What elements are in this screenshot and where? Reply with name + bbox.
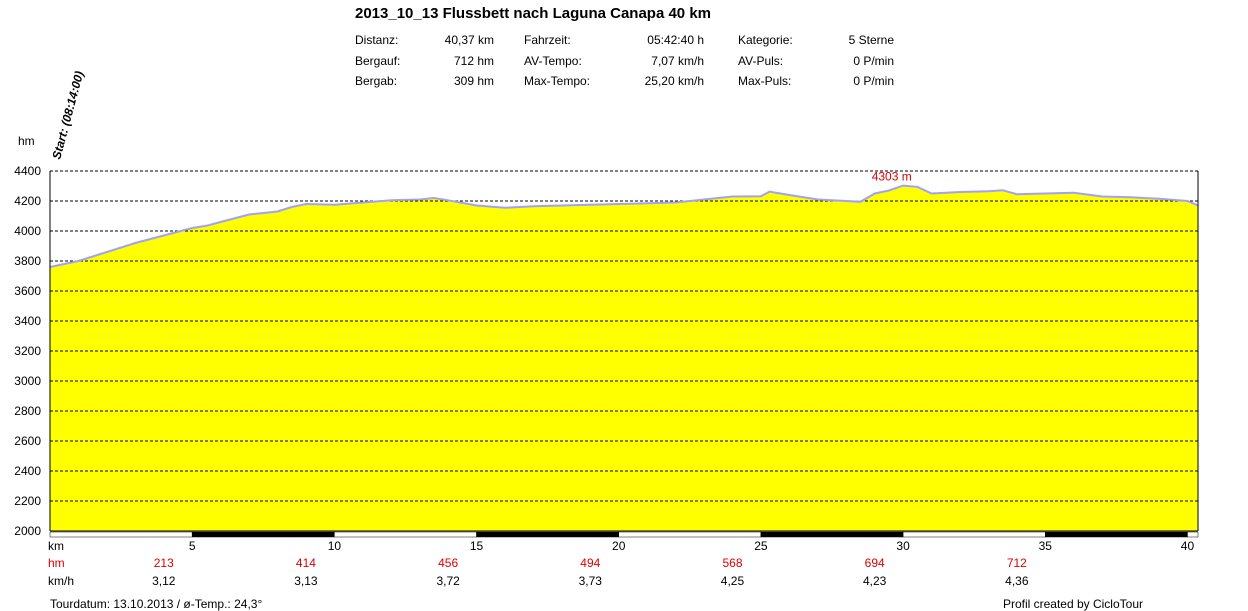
- y-tick-label-3200: 3200: [14, 344, 41, 358]
- stat-value-kategorie: 5 Sterne: [848, 33, 894, 47]
- stat-value-av-tempo: 7,07 km/h: [651, 53, 704, 68]
- x-tick-label-25: 25: [754, 539, 768, 553]
- stat-label-distanz: Distanz:: [355, 33, 399, 47]
- footer-tour-info: Tourdatum: 13.10.2013 / ø-Temp.: 24,3°: [50, 597, 263, 611]
- y-tick-label-2000: 2000: [14, 524, 41, 538]
- kmh-value-1: 3,13: [294, 574, 318, 588]
- y-tick-label-2400: 2400: [14, 464, 41, 478]
- stat-value-max-puls: 0 P/min: [853, 74, 894, 88]
- stats-col1-values: 40,37 km 712 hm 309 hm: [424, 30, 494, 92]
- scale-segment-6: [902, 531, 1046, 538]
- stat-value-fahrzeit: 05:42:40 h: [647, 33, 704, 47]
- y-tick-label-4200: 4200: [14, 194, 41, 208]
- x-tick-label-30: 30: [896, 539, 910, 553]
- scale-segment-4: [618, 531, 762, 538]
- y-tick-label-4000: 4000: [14, 224, 41, 238]
- scale-segment-1: [191, 531, 335, 538]
- hm-value-4: 568: [722, 556, 742, 570]
- x-tick-label-15: 15: [470, 539, 484, 553]
- y-tick-label-2600: 2600: [14, 434, 41, 448]
- kmh-value-3: 3,73: [579, 574, 603, 588]
- max-elevation-label: 4303 m: [872, 170, 912, 184]
- scale-segment-5: [760, 531, 904, 538]
- y-axis-label: hm: [18, 134, 35, 148]
- stats-col1-labels: Distanz: Bergauf: Bergab:: [355, 30, 400, 92]
- x-tick-label-5: 5: [189, 539, 196, 553]
- elevation-area: [50, 185, 1198, 531]
- start-label: Start: (08:14:00): [49, 70, 86, 161]
- stats-col3-values: 5 Sterne 0 P/min 0 P/min: [800, 30, 894, 92]
- hm-value-6: 712: [1007, 556, 1027, 570]
- scale-segment-8: [1187, 531, 1199, 538]
- kmh-value-2: 3,72: [436, 574, 460, 588]
- scale-segment-2: [334, 531, 477, 538]
- x-tick-label-35: 35: [1039, 539, 1053, 553]
- scale-segment-0: [49, 531, 193, 538]
- elevation-line: [49, 184, 1199, 268]
- stat-label-av-tempo: AV-Tempo:: [524, 53, 582, 68]
- hm-row-label: hm: [48, 556, 65, 570]
- stat-value-bergauf: 712 hm: [453, 53, 494, 68]
- hm-value-0: 213: [154, 556, 174, 570]
- stat-label-max-puls: Max-Puls:: [738, 74, 792, 88]
- stat-value-bergab: 309 hm: [453, 74, 494, 88]
- y-tick-label-4400: 4400: [14, 164, 41, 178]
- kmh-row-label: km/h: [48, 574, 74, 588]
- x-tick-label-10: 10: [328, 539, 342, 553]
- stats-col2-labels: Fahrzeit: AV-Tempo: Max-Tempo:: [524, 30, 590, 92]
- y-tick-label-2200: 2200: [14, 494, 41, 508]
- stats-col3-labels: Kategorie: AV-Puls: Max-Puls:: [738, 30, 793, 92]
- stat-label-av-puls: AV-Puls:: [738, 53, 784, 68]
- stat-label-kategorie: Kategorie:: [738, 33, 793, 47]
- hm-value-3: 494: [580, 556, 600, 570]
- x-tick-label-40: 40: [1181, 539, 1195, 553]
- kmh-value-4: 4,25: [721, 574, 745, 588]
- y-tick-label-3000: 3000: [14, 374, 41, 388]
- stat-value-distanz: 40,37 km: [444, 33, 494, 47]
- hm-value-1: 414: [296, 556, 316, 570]
- footer-credit: Profil created by CicloTour: [1002, 597, 1143, 611]
- y-tick-label-3600: 3600: [14, 284, 41, 298]
- kmh-value-5: 4,23: [863, 574, 887, 588]
- scale-segment-3: [476, 531, 619, 538]
- x-tick-label-20: 20: [612, 539, 626, 553]
- kmh-value-0: 3,12: [152, 574, 176, 588]
- y-tick-label-3400: 3400: [14, 314, 41, 328]
- stat-label-bergab: Bergab:: [355, 74, 398, 88]
- chart-title: 2013_10_13 Flussbett nach Laguna Canapa …: [355, 5, 711, 22]
- km-row-label: km: [48, 539, 64, 553]
- stat-value-av-puls: 0 P/min: [853, 53, 894, 68]
- y-tick-label-2800: 2800: [14, 404, 41, 418]
- kmh-value-6: 4,36: [1005, 574, 1029, 588]
- stats-col2-values: 05:42:40 h 7,07 km/h 25,20 km/h: [594, 30, 704, 92]
- scale-segment-7: [1045, 531, 1188, 538]
- stat-value-max-tempo: 25,20 km/h: [644, 74, 704, 88]
- hm-value-5: 694: [865, 556, 885, 570]
- stat-label-fahrzeit: Fahrzeit:: [524, 33, 571, 47]
- stat-label-max-tempo: Max-Tempo:: [524, 74, 591, 88]
- stat-label-bergauf: Bergauf:: [355, 53, 401, 68]
- y-tick-label-3800: 3800: [14, 254, 41, 268]
- hm-value-2: 456: [438, 556, 458, 570]
